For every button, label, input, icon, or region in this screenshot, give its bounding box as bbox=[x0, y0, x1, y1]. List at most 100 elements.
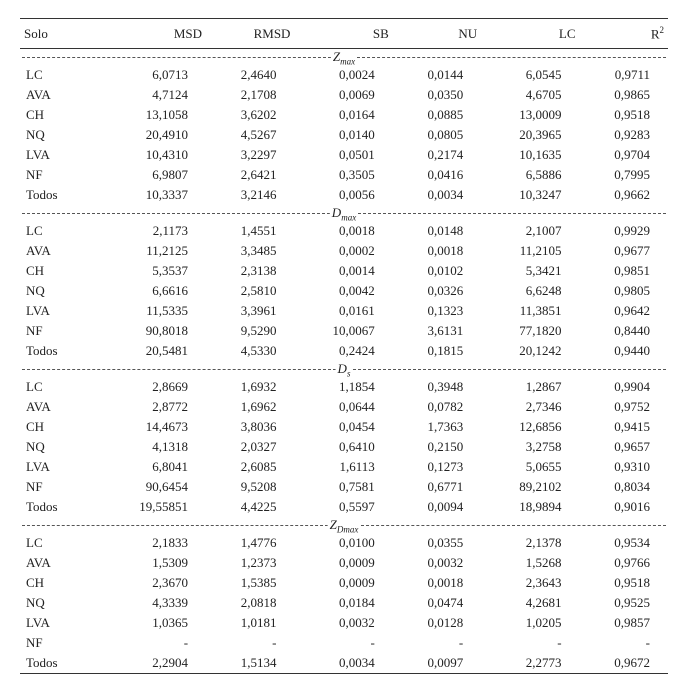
cell-value: 0,9805 bbox=[580, 281, 668, 301]
row-label: CH bbox=[20, 105, 98, 125]
cell-value: 0,7995 bbox=[580, 165, 668, 185]
cell-value: 0,9518 bbox=[580, 105, 668, 125]
cell-value: 2,1378 bbox=[481, 533, 579, 553]
cell-value: 0,0032 bbox=[294, 613, 392, 633]
cell-value: 2,5810 bbox=[206, 281, 294, 301]
cell-value: 0,5597 bbox=[294, 497, 392, 517]
cell-value: 0,3505 bbox=[294, 165, 392, 185]
cell-value: 1,5268 bbox=[481, 553, 579, 573]
cell-value: 6,5886 bbox=[481, 165, 579, 185]
cell-value: 3,6202 bbox=[206, 105, 294, 125]
cell-value: 6,0545 bbox=[481, 65, 579, 85]
cell-value: 2,0327 bbox=[206, 437, 294, 457]
col-nu: NU bbox=[393, 19, 481, 49]
cell-value: 0,9518 bbox=[580, 573, 668, 593]
cell-value: 20,3965 bbox=[481, 125, 579, 145]
table-row: NF------ bbox=[20, 633, 668, 653]
cell-value: 3,2758 bbox=[481, 437, 579, 457]
cell-value: 6,9807 bbox=[98, 165, 206, 185]
cell-value: 0,0032 bbox=[393, 553, 481, 573]
row-label: LC bbox=[20, 221, 98, 241]
cell-value: 0,9677 bbox=[580, 241, 668, 261]
section-divider: Dmax bbox=[20, 205, 668, 221]
cell-value: 1,5309 bbox=[98, 553, 206, 573]
table-row: LVA10,43103,22970,05010,217410,16350,970… bbox=[20, 145, 668, 165]
cell-value: 1,5385 bbox=[206, 573, 294, 593]
cell-value: 0,6410 bbox=[294, 437, 392, 457]
cell-value: 0,2424 bbox=[294, 341, 392, 361]
cell-value: 2,8772 bbox=[98, 397, 206, 417]
cell-value: 2,6085 bbox=[206, 457, 294, 477]
section-label: Ds bbox=[336, 361, 353, 379]
cell-value: 0,9865 bbox=[580, 85, 668, 105]
row-label: LVA bbox=[20, 145, 98, 165]
cell-value: 4,7124 bbox=[98, 85, 206, 105]
cell-value: 0,0042 bbox=[294, 281, 392, 301]
row-label: NF bbox=[20, 165, 98, 185]
row-label: LVA bbox=[20, 301, 98, 321]
cell-value: 0,0128 bbox=[393, 613, 481, 633]
table-row: AVA2,87721,69620,06440,07822,73460,9752 bbox=[20, 397, 668, 417]
cell-value: 0,0326 bbox=[393, 281, 481, 301]
cell-value: 0,0034 bbox=[294, 653, 392, 674]
cell-value: 0,0644 bbox=[294, 397, 392, 417]
table-row: LC6,07132,46400,00240,01446,05450,9711 bbox=[20, 65, 668, 85]
cell-value: 5,0655 bbox=[481, 457, 579, 477]
cell-value: 11,3851 bbox=[481, 301, 579, 321]
cell-value: 6,6616 bbox=[98, 281, 206, 301]
cell-value: 0,9415 bbox=[580, 417, 668, 437]
cell-value: 2,1007 bbox=[481, 221, 579, 241]
cell-value: 1,0365 bbox=[98, 613, 206, 633]
cell-value: 1,5134 bbox=[206, 653, 294, 674]
cell-value: 2,1833 bbox=[98, 533, 206, 553]
cell-value: 0,0805 bbox=[393, 125, 481, 145]
cell-value: 11,2125 bbox=[98, 241, 206, 261]
cell-value: 11,2105 bbox=[481, 241, 579, 261]
cell-value: 10,3337 bbox=[98, 185, 206, 205]
cell-value: 90,6454 bbox=[98, 477, 206, 497]
cell-value: 0,9672 bbox=[580, 653, 668, 674]
cell-value: 0,0474 bbox=[393, 593, 481, 613]
row-label: NQ bbox=[20, 281, 98, 301]
row-label: CH bbox=[20, 417, 98, 437]
cell-value: 3,2146 bbox=[206, 185, 294, 205]
cell-value: 10,4310 bbox=[98, 145, 206, 165]
cell-value: 89,2102 bbox=[481, 477, 579, 497]
cell-value: 4,6705 bbox=[481, 85, 579, 105]
cell-value: 0,6771 bbox=[393, 477, 481, 497]
cell-value: 0,0009 bbox=[294, 573, 392, 593]
table-row: CH2,36701,53850,00090,00182,36430,9518 bbox=[20, 573, 668, 593]
cell-value: 0,3948 bbox=[393, 377, 481, 397]
cell-value: 0,0350 bbox=[393, 85, 481, 105]
cell-value: 12,6856 bbox=[481, 417, 579, 437]
table-row: LVA1,03651,01810,00320,01281,02050,9857 bbox=[20, 613, 668, 633]
cell-value: 0,0164 bbox=[294, 105, 392, 125]
section-divider: Zmax bbox=[20, 49, 668, 66]
row-label: Todos bbox=[20, 185, 98, 205]
cell-value: 1,6113 bbox=[294, 457, 392, 477]
cell-value: 0,0102 bbox=[393, 261, 481, 281]
cell-value: 0,9704 bbox=[580, 145, 668, 165]
cell-value: 0,0069 bbox=[294, 85, 392, 105]
cell-value: 4,4225 bbox=[206, 497, 294, 517]
cell-value: 4,2681 bbox=[481, 593, 579, 613]
row-label: NF bbox=[20, 633, 98, 653]
cell-value: 0,2174 bbox=[393, 145, 481, 165]
cell-value: - bbox=[393, 633, 481, 653]
cell-value: 0,0056 bbox=[294, 185, 392, 205]
table-row: AVA1,53091,23730,00090,00321,52680,9766 bbox=[20, 553, 668, 573]
cell-value: - bbox=[294, 633, 392, 653]
cell-value: 6,8041 bbox=[98, 457, 206, 477]
cell-value: 1,6962 bbox=[206, 397, 294, 417]
cell-value: 3,6131 bbox=[393, 321, 481, 341]
table-row: Todos20,54814,53300,24240,181520,12420,9… bbox=[20, 341, 668, 361]
col-rmsd: RMSD bbox=[206, 19, 294, 49]
row-label: LC bbox=[20, 533, 98, 553]
cell-value: 4,5330 bbox=[206, 341, 294, 361]
cell-value: 0,1323 bbox=[393, 301, 481, 321]
cell-value: 4,5267 bbox=[206, 125, 294, 145]
table-row: AVA11,21253,34850,00020,001811,21050,967… bbox=[20, 241, 668, 261]
cell-value: 0,0024 bbox=[294, 65, 392, 85]
cell-value: 1,2373 bbox=[206, 553, 294, 573]
cell-value: 0,0501 bbox=[294, 145, 392, 165]
